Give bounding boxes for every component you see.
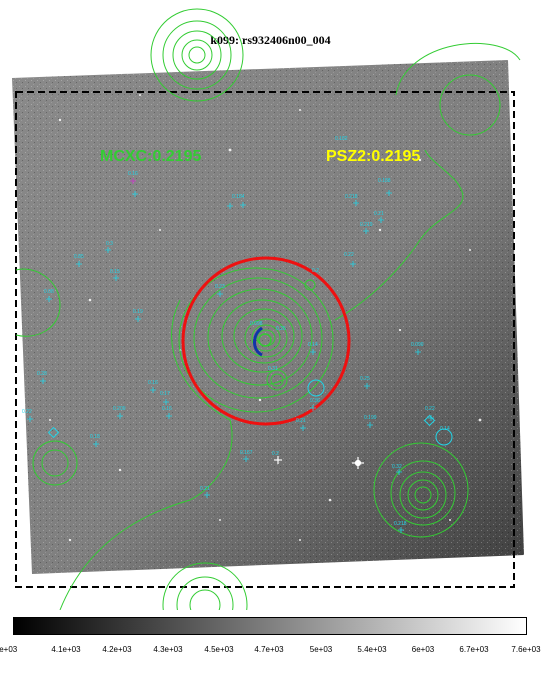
bright-star (274, 456, 364, 469)
galaxy-markers (27, 190, 434, 533)
r500-circle (181, 256, 351, 426)
redshift-labels: 0.182 0.188 0.184 0.21 0.219 0.22 0.218 … (22, 136, 450, 527)
colorbar-tick: 4.1e+03 (51, 645, 81, 654)
z-label: 0.22 (22, 409, 32, 415)
colorbar-tick: 6.7e+03 (459, 645, 489, 654)
psz2-label: PSZ2:0.2195 (326, 148, 420, 165)
star-field (49, 94, 482, 542)
z-label: 0.21 (296, 418, 306, 424)
plot-title: k099: rs932406n00_004 (210, 33, 331, 47)
z-label: 0.19 (133, 309, 143, 315)
bcg-marker (253, 326, 272, 357)
z-label: 0.25 (360, 376, 370, 382)
z-label: 0.85 (74, 254, 84, 260)
colorbar-tick: 4e+03 (0, 645, 18, 654)
colorbar-tick: 4.7e+03 (254, 645, 284, 654)
z-label: 0.18 (90, 434, 100, 440)
z-label: 0.099 (411, 342, 424, 348)
z-label: 0.218 (345, 194, 358, 200)
z-label: 0.209 (113, 406, 126, 412)
colorbar-tick: 4.5e+03 (204, 645, 234, 654)
colorbar (13, 617, 527, 637)
z-label: 0.182 (335, 136, 348, 142)
sky-image: 0.182 0.188 0.184 0.21 0.219 0.22 0.218 … (12, 8, 524, 610)
colorbar-tick: 4.2e+03 (102, 645, 132, 654)
z-label: 0.199 (364, 415, 377, 421)
z-label: 0.098 (250, 321, 263, 327)
z-label: 0.2 (272, 451, 279, 457)
colorbar-ticks: 4e+03 4.1e+03 4.2e+03 4.3e+03 4.5e+03 4.… (0, 645, 541, 659)
z-label: 0.28 (37, 371, 47, 377)
z-label: 0.14 (440, 426, 450, 432)
z-label: 0.16 (128, 171, 138, 177)
z-label: 0.16 (162, 406, 172, 412)
z-label: 0.31 (268, 366, 278, 372)
z-label: 0.157 (240, 450, 253, 456)
colorbar-tick: 4.3e+03 (153, 645, 183, 654)
circle-markers (307, 379, 453, 446)
z-label: 0.32 (392, 464, 402, 470)
z-label: 0.26 (276, 326, 286, 332)
z-label: 0.3 (106, 241, 113, 247)
z-label: 0.16 (148, 380, 158, 386)
magenta-marker (130, 178, 136, 184)
z-label: 0.23 (215, 284, 225, 290)
z-label: 0.15 (110, 269, 120, 275)
colorbar-tick: 5.4e+03 (357, 645, 387, 654)
z-label: 0.21 (200, 486, 210, 492)
z-label: 0.22 (425, 406, 435, 412)
contour-lines (15, 8, 521, 610)
z-label: 0.22 (344, 252, 354, 258)
colorbar-tick: 5e+03 (309, 645, 333, 654)
z-label: 0.2 (312, 268, 319, 274)
z-label: 0.188 (378, 178, 391, 184)
z-label: 0.219 (360, 222, 373, 228)
z-label: 0.184 (232, 194, 245, 200)
colorbar-tick: 7.6e+03 (511, 645, 541, 654)
z-label: 0.14 (308, 342, 318, 348)
z-label: 0.21 (374, 211, 384, 217)
z-label: 0.17 (160, 391, 170, 397)
z-label: 0.218 (394, 521, 407, 527)
z-label: 0.08 (44, 289, 54, 295)
z-label: 0.36 (310, 398, 320, 404)
diamond-markers (47, 414, 436, 439)
field-boundary (15, 91, 515, 588)
colorbar-tick: 6e+03 (411, 645, 435, 654)
mcxc-label: MCXC:0.2195 (100, 148, 201, 165)
colorbar-gradient (13, 617, 527, 635)
